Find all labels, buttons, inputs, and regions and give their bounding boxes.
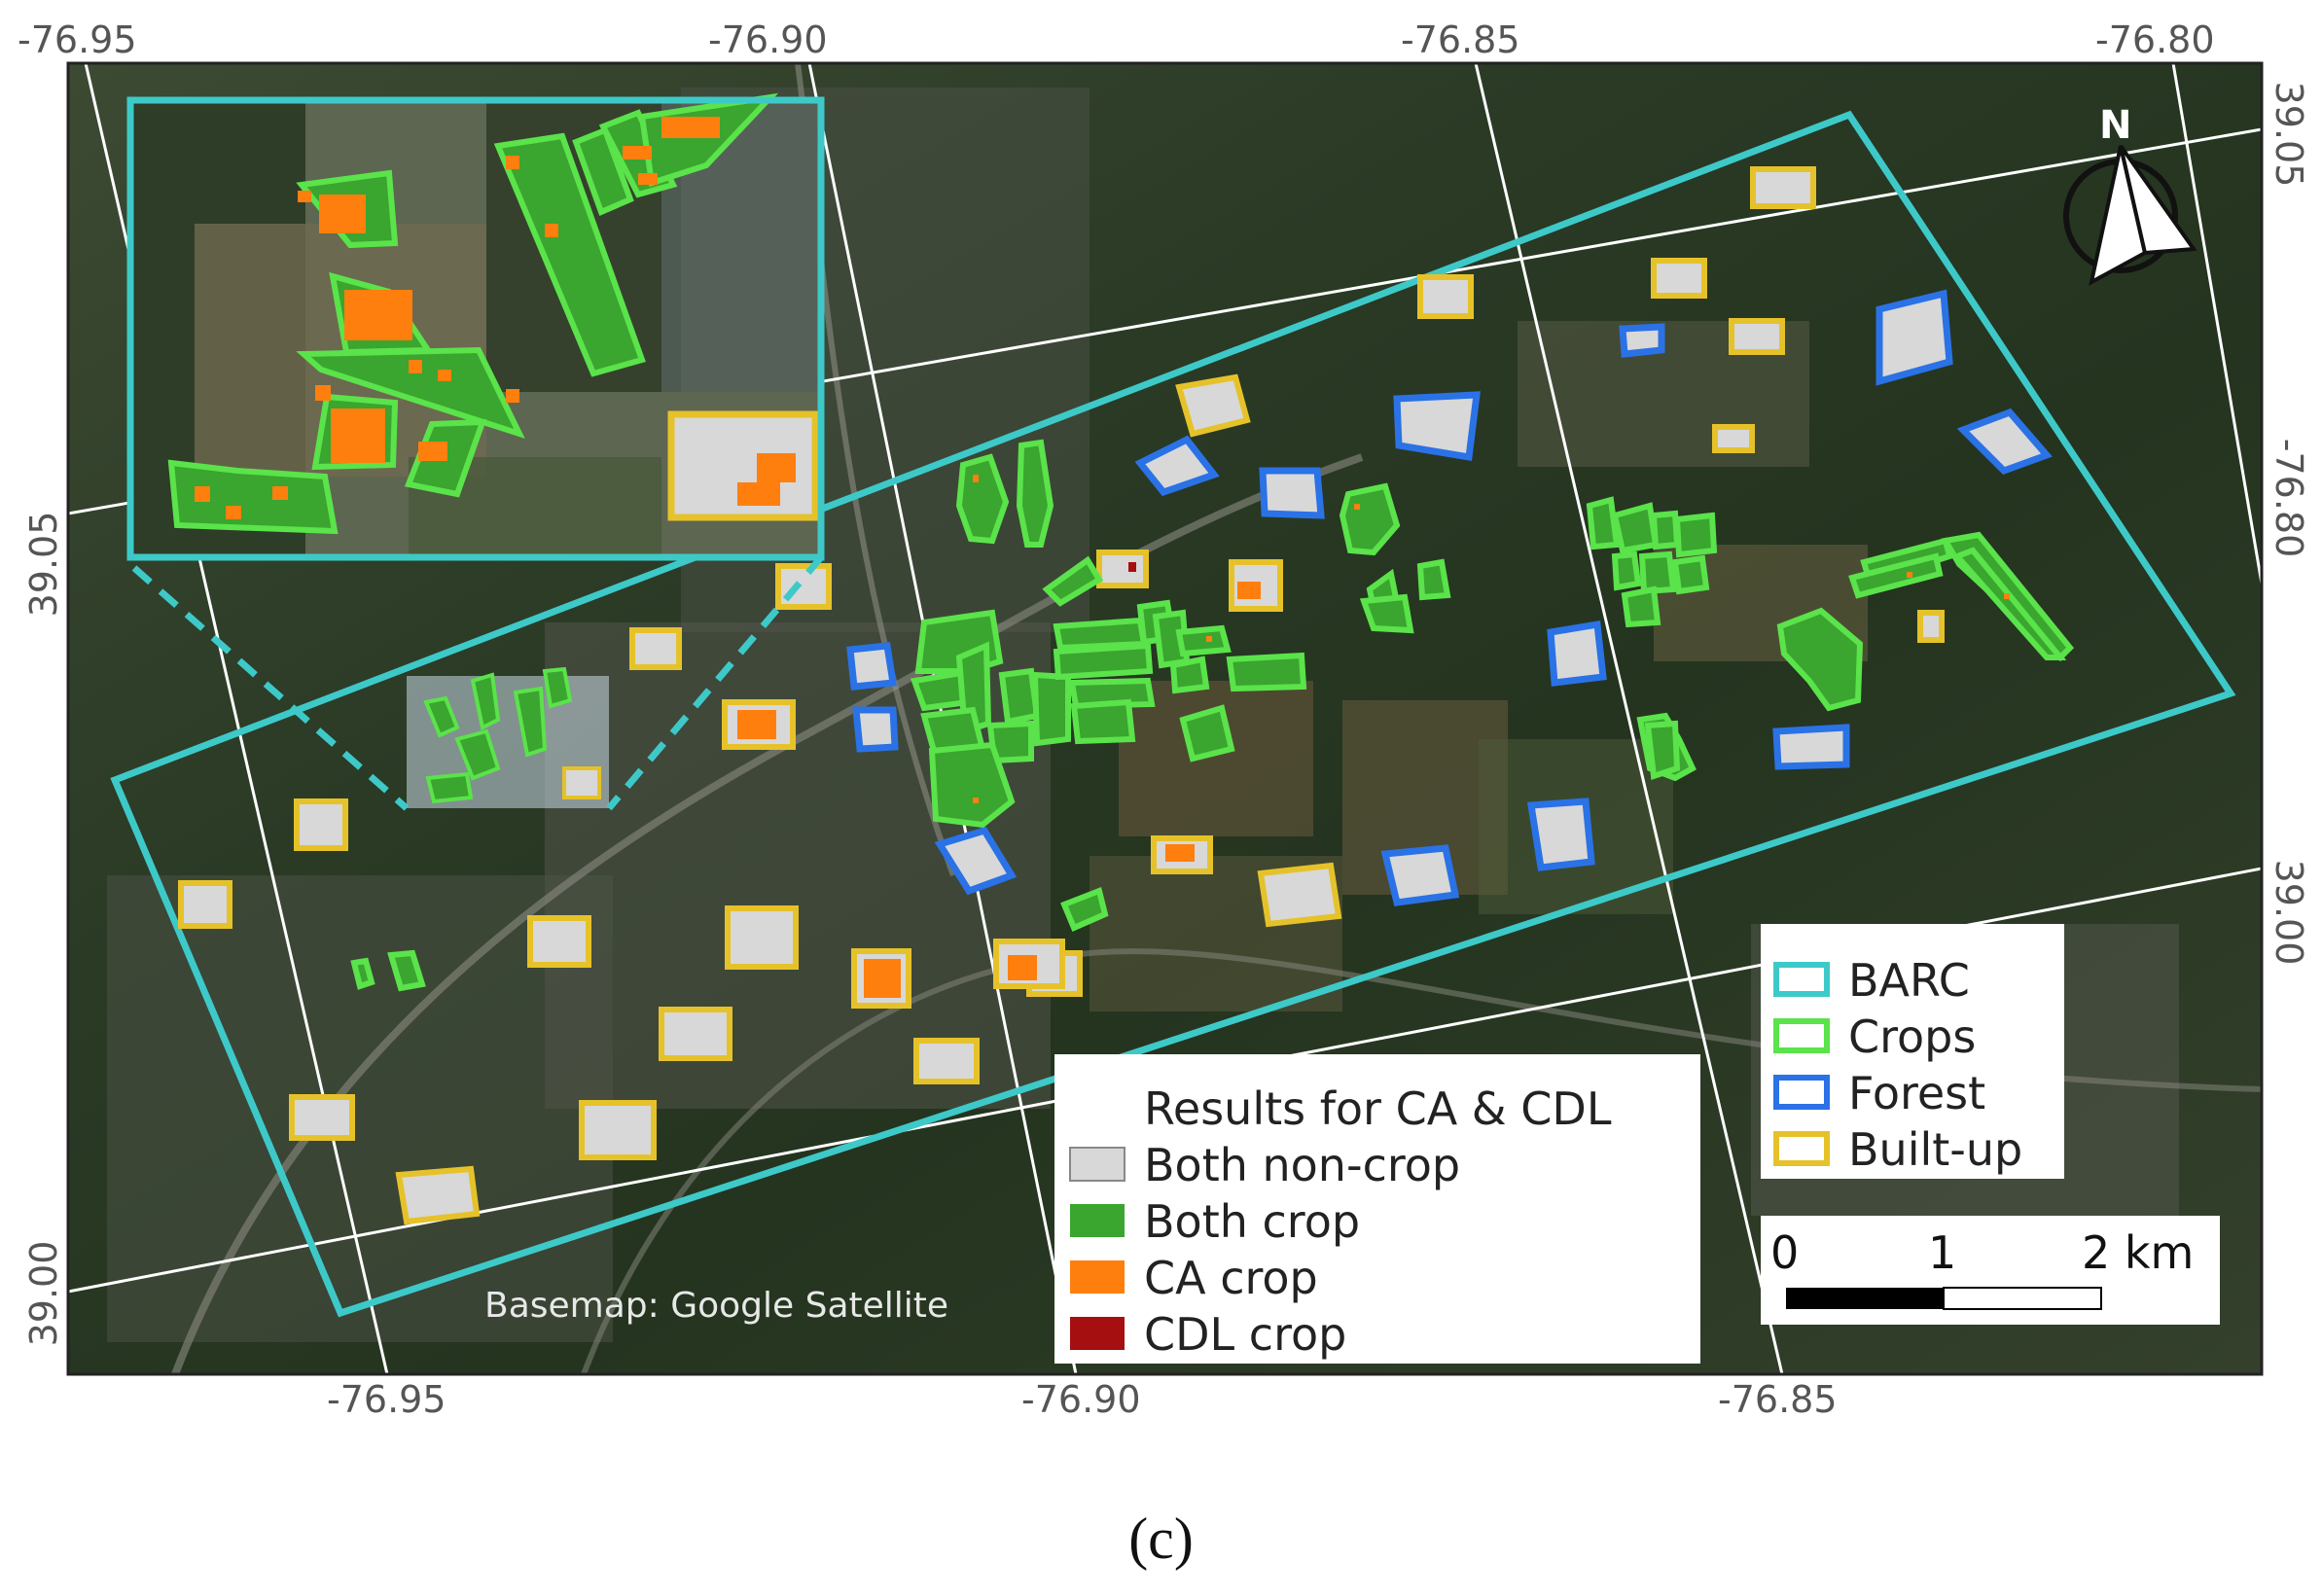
barc-boundary xyxy=(110,110,2236,1318)
bottom-tick-3: -76.85 xyxy=(1718,1378,1838,1421)
legend-swatch-ca-crop xyxy=(1070,1260,1125,1294)
legend-results-title: Results for CA & CDL xyxy=(1144,1082,1612,1135)
scale-label-2: 2 km xyxy=(2082,1226,2194,1279)
legend-swatch-built-up xyxy=(1773,1131,1830,1166)
scale-bar: 0 1 2 km xyxy=(1761,1216,2220,1325)
forest-samples xyxy=(846,289,2053,906)
legend-results: Results for CA & CDL Both non-crop Both … xyxy=(1054,1054,1700,1364)
legend-swatch-forest xyxy=(1773,1075,1830,1110)
legend-swatch-crops xyxy=(1773,1018,1830,1053)
bottom-tick-1: -76.95 xyxy=(327,1378,447,1421)
bottom-tick-2: -76.90 xyxy=(1021,1378,1141,1421)
legend-label-both-crop: Both crop xyxy=(1144,1195,1360,1248)
right-tick-2: -76.80 xyxy=(2268,439,2310,558)
inset-source-crops xyxy=(423,666,573,804)
legend-label-forest: Forest xyxy=(1848,1067,1985,1119)
north-arrow: N xyxy=(2063,103,2197,286)
top-tick-2: -76.90 xyxy=(708,18,828,61)
built-up-mixed-samples xyxy=(722,550,1283,1009)
inset-connectors xyxy=(131,553,825,811)
inset-map xyxy=(126,92,825,561)
legend-label-barc: BARC xyxy=(1848,954,1970,1007)
legend-label-cdl-crop: CDL crop xyxy=(1144,1308,1346,1361)
right-tick-1: 39.05 xyxy=(2268,82,2310,188)
legend-swatch-both-crop xyxy=(1070,1204,1125,1237)
legend-swatch-cdl-crop xyxy=(1070,1317,1125,1350)
legend-swatch-both-non-crop xyxy=(1069,1147,1125,1182)
legend-swatch-barc xyxy=(1773,962,1830,997)
legend-label-crops: Crops xyxy=(1848,1011,1976,1063)
legend-label-both-non-crop: Both non-crop xyxy=(1144,1139,1460,1191)
inset-source-built-up xyxy=(562,766,601,799)
top-tick-4: -76.80 xyxy=(2095,18,2215,61)
legend-label-built-up: Built-up xyxy=(1848,1123,2022,1176)
map-frame xyxy=(66,61,2264,1376)
basemap-credit: Basemap: Google Satellite xyxy=(484,1286,948,1326)
axis-ticks: -76.95 -76.90 -76.85 -76.80 -76.95 -76.9… xyxy=(18,18,2310,1421)
north-arrow-label: N xyxy=(2099,103,2131,148)
left-tick-1: 39.05 xyxy=(22,512,65,618)
top-tick-3: -76.85 xyxy=(1401,18,1520,61)
figure-caption: (c) xyxy=(1128,1507,1194,1571)
legend-label-ca-crop: CA crop xyxy=(1144,1252,1318,1304)
left-tick-2: 39.00 xyxy=(22,1241,65,1347)
crop-ca-patches xyxy=(973,475,2010,803)
legend-outlines: BARC Crops Forest Built-up xyxy=(1761,924,2064,1179)
right-tick-3: 39.00 xyxy=(2268,860,2310,966)
top-tick-1: -76.95 xyxy=(18,18,137,61)
scale-label-0: 0 xyxy=(1770,1226,1799,1279)
scale-label-1: 1 xyxy=(1928,1226,1956,1279)
